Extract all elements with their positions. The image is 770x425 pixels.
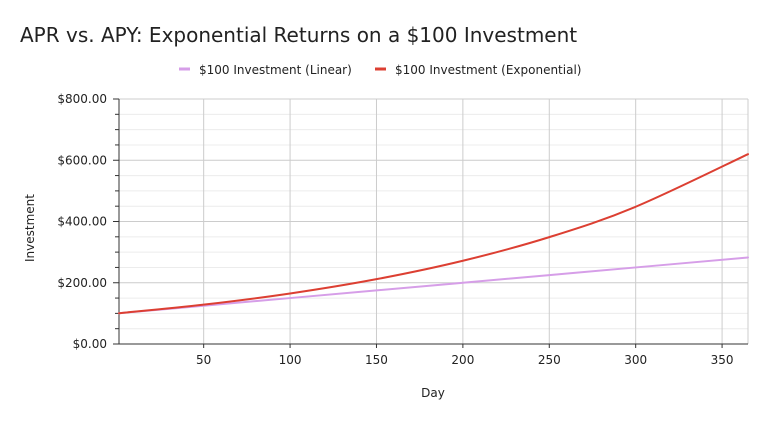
series-line-exponential bbox=[118, 153, 749, 315]
x-tick-label: 300 bbox=[624, 353, 647, 367]
tick-labels: $0.00 $200.00 $400.00 $600.00 $800.00 50 100 15… bbox=[57, 92, 733, 367]
grid bbox=[119, 98, 749, 344]
x-tick-label: 250 bbox=[538, 353, 561, 367]
legend-label: $100 Investment (Linear) bbox=[199, 63, 352, 77]
x-tick-label: 200 bbox=[451, 353, 474, 367]
legend: $100 Investment (Linear) $100 Investment … bbox=[179, 63, 581, 77]
y-tick-label: $600.00 bbox=[57, 153, 107, 167]
x-tick-label: 100 bbox=[279, 353, 302, 367]
y-tick-label: $200.00 bbox=[57, 276, 107, 290]
x-tick-label: 150 bbox=[365, 353, 388, 367]
y-tick-label: $0.00 bbox=[73, 337, 107, 351]
x-axis-label: Day bbox=[421, 386, 445, 400]
axes bbox=[113, 98, 748, 348]
y-tick-label: $800.00 bbox=[57, 92, 107, 106]
series-lines bbox=[118, 153, 749, 315]
legend-label: $100 Investment (Exponential) bbox=[395, 63, 581, 77]
x-tick-label: 350 bbox=[711, 353, 734, 367]
y-axis-label: Investment bbox=[23, 194, 37, 262]
x-tick-label: 50 bbox=[196, 353, 211, 367]
y-tick-label: $400.00 bbox=[57, 215, 107, 229]
chart-title: APR vs. APY: Exponential Returns on a $1… bbox=[20, 23, 577, 47]
series-line-linear bbox=[118, 256, 749, 315]
